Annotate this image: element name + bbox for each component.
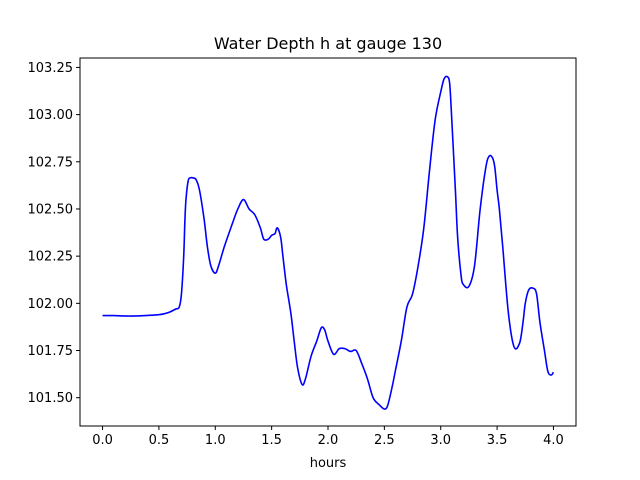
x-tick-label: 3.0 — [430, 433, 451, 448]
series-line — [102, 75, 555, 410]
y-tick-label: 102.50 — [28, 202, 74, 217]
x-tick-label: 2.5 — [374, 433, 395, 448]
x-tick-label: 1.5 — [261, 433, 282, 448]
x-tick-label: 2.0 — [318, 433, 339, 448]
y-tick-label: 101.75 — [28, 344, 74, 359]
y-tick-label: 102.75 — [28, 155, 74, 170]
y-tick-label: 101.50 — [28, 391, 74, 406]
y-axis: 101.50 101.75 102.00 102.25 102.50 102.75 103.… — [28, 61, 80, 406]
x-tick-label: 0.0 — [92, 433, 113, 448]
x-axis-label: hours — [310, 456, 347, 471]
y-tick-label: 102.25 — [28, 250, 74, 265]
x-tick-label: 1.0 — [205, 433, 226, 448]
y-tick-label: 103.00 — [28, 108, 74, 123]
chart-title: Water Depth h at gauge 130 — [214, 34, 442, 53]
y-tick-label: 103.25 — [28, 61, 74, 76]
y-tick-label: 102.00 — [28, 297, 74, 312]
x-tick-label: 0.5 — [149, 433, 170, 448]
x-tick-label: 4.0 — [543, 433, 564, 448]
x-axis: 0.0 0.5 1.0 1.5 2.0 2.5 3.0 3.5 4.0 — [92, 426, 564, 448]
x-tick-label: 3.5 — [487, 433, 508, 448]
